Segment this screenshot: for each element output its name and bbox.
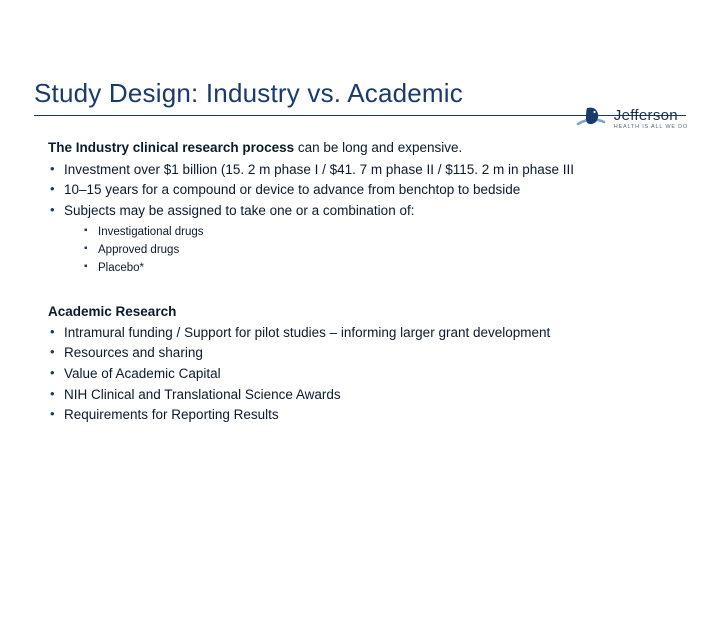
subbullet-text: Investigational drugs [98, 226, 203, 238]
list-item: NIH Clinical and Translational Science A… [48, 385, 672, 405]
logo-text: Jefferson HEALTH IS ALL WE DO [614, 108, 688, 131]
list-item: 10–15 years for a compound or device to … [48, 180, 672, 200]
list-item: Investment over $1 billion (15. 2 m phas… [48, 160, 672, 180]
bullet-text: Investment over $1 billion (15. 2 m phas… [64, 162, 574, 177]
bullet-text: Subjects may be assigned to take one or … [64, 203, 414, 218]
brand-logo: Jefferson HEALTH IS ALL WE DO [574, 102, 688, 136]
bullet-text: NIH Clinical and Translational Science A… [64, 387, 341, 402]
bullet-text: Value of Academic Capital [64, 366, 221, 381]
industry-intro-rest: can be long and expensive. [294, 140, 462, 155]
list-item: Value of Academic Capital [48, 364, 672, 384]
academic-heading: Academic Research [48, 302, 672, 322]
slide-content: The Industry clinical research process c… [48, 138, 672, 425]
bullet-text: 10–15 years for a compound or device to … [64, 182, 520, 197]
list-item: Requirements for Reporting Results [48, 405, 672, 425]
industry-bullets: Investment over $1 billion (15. 2 m phas… [48, 160, 672, 277]
bullet-text: Resources and sharing [64, 345, 203, 360]
subbullet-text: Approved drugs [98, 244, 179, 256]
bullet-text: Intramural funding / Support for pilot s… [64, 325, 550, 340]
list-item: Placebo* [84, 260, 672, 277]
list-item: Resources and sharing [48, 343, 672, 363]
industry-subbullets: Investigational drugs Approved drugs Pla… [84, 224, 672, 276]
list-item: Intramural funding / Support for pilot s… [48, 323, 672, 343]
industry-intro-bold: The Industry clinical research process [48, 140, 294, 155]
industry-intro: The Industry clinical research process c… [48, 138, 672, 158]
bullet-text: Requirements for Reporting Results [64, 407, 279, 422]
logo-tagline: HEALTH IS ALL WE DO [614, 125, 688, 131]
list-item: Investigational drugs [84, 224, 672, 241]
logo-mark-icon [574, 102, 608, 136]
academic-bullets: Intramural funding / Support for pilot s… [48, 323, 672, 425]
list-item: Subjects may be assigned to take one or … [48, 201, 672, 277]
academic-section: Academic Research Intramural funding / S… [48, 302, 672, 424]
list-item: Approved drugs [84, 242, 672, 259]
subbullet-text: Placebo* [98, 262, 144, 274]
logo-name: Jefferson [614, 108, 688, 123]
